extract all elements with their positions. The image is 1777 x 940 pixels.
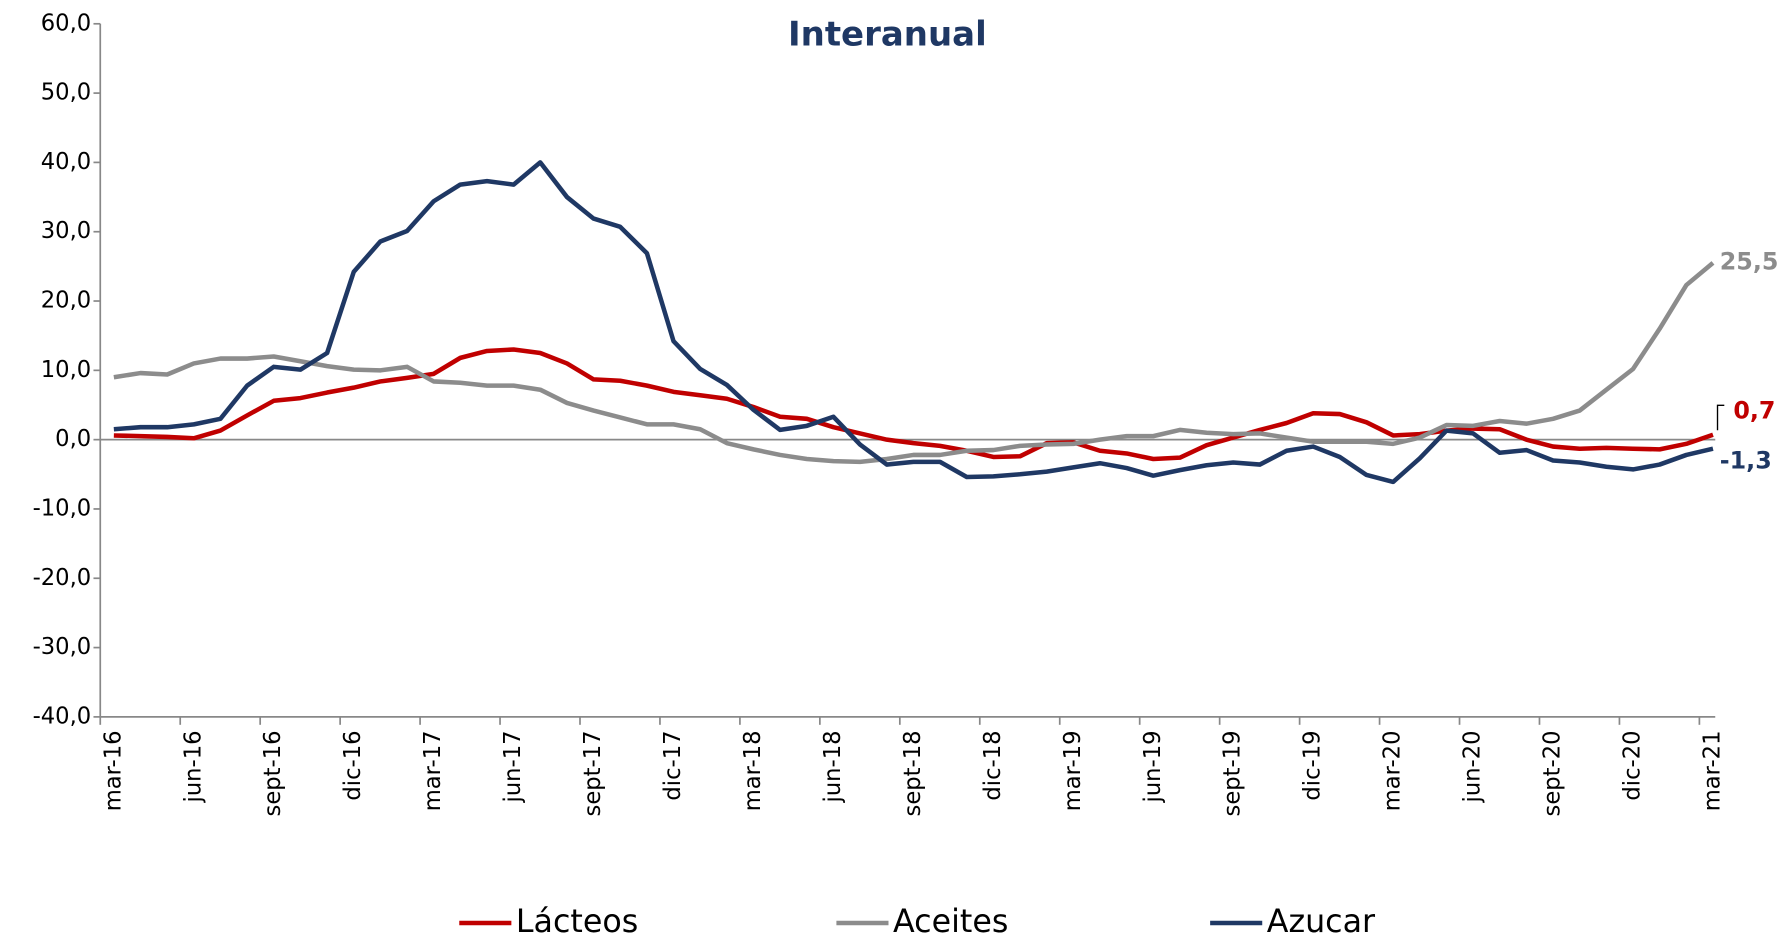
x-tick-label: jun-20 — [1460, 730, 1486, 803]
y-tick-label: 30,0 — [41, 218, 91, 244]
y-tick-label: -20,0 — [33, 565, 92, 591]
legend-label: Azucar — [1267, 904, 1376, 940]
data-label: 0,7 — [1733, 397, 1775, 425]
data-label: 25,5 — [1720, 247, 1777, 275]
x-tick-label: mar-19 — [1060, 730, 1086, 811]
x-tick-label: sept-17 — [580, 730, 606, 816]
y-tick-label: -30,0 — [33, 634, 92, 660]
x-tick-label: mar-21 — [1699, 730, 1725, 811]
y-tick-label: 0,0 — [55, 426, 91, 452]
x-tick-label: jun-17 — [500, 730, 526, 803]
y-tick-label: 10,0 — [41, 357, 91, 383]
x-tick-label: mar-18 — [740, 730, 766, 811]
x-tick-label: mar-16 — [100, 730, 126, 811]
x-tick-label: sept-18 — [900, 730, 926, 816]
series-line — [113, 261, 1715, 465]
y-tick-label: -10,0 — [33, 495, 92, 521]
label-leader — [1716, 404, 1725, 431]
x-tick-label: dic-16 — [340, 730, 366, 800]
series-line — [113, 347, 1714, 462]
series-line — [113, 160, 1714, 485]
x-tick-label: dic-17 — [660, 730, 686, 800]
y-tick-label: 40,0 — [41, 149, 91, 175]
x-tick-label: dic-18 — [980, 730, 1006, 800]
x-tick-label: jun-16 — [180, 730, 206, 803]
y-tick-label: 50,0 — [41, 80, 91, 106]
chart-title: Interanual — [788, 15, 987, 55]
x-tick-label: sept-16 — [260, 730, 286, 816]
x-tick-label: jun-18 — [820, 730, 846, 803]
y-tick-label: 20,0 — [41, 288, 91, 314]
y-tick-label: 60,0 — [41, 10, 91, 36]
x-tick-label: mar-17 — [420, 730, 446, 811]
legend-label: Lácteos — [516, 904, 638, 940]
x-tick-label: sept-20 — [1540, 730, 1566, 816]
x-tick-label: sept-19 — [1220, 730, 1246, 816]
x-tick-label: dic-20 — [1620, 730, 1646, 800]
y-tick-label: -40,0 — [33, 703, 92, 729]
data-label: -1,3 — [1720, 447, 1772, 475]
x-tick-label: jun-19 — [1140, 730, 1166, 803]
x-tick-label: mar-20 — [1380, 730, 1406, 811]
x-tick-label: dic-19 — [1300, 730, 1326, 800]
legend-label: Aceites — [893, 904, 1008, 940]
